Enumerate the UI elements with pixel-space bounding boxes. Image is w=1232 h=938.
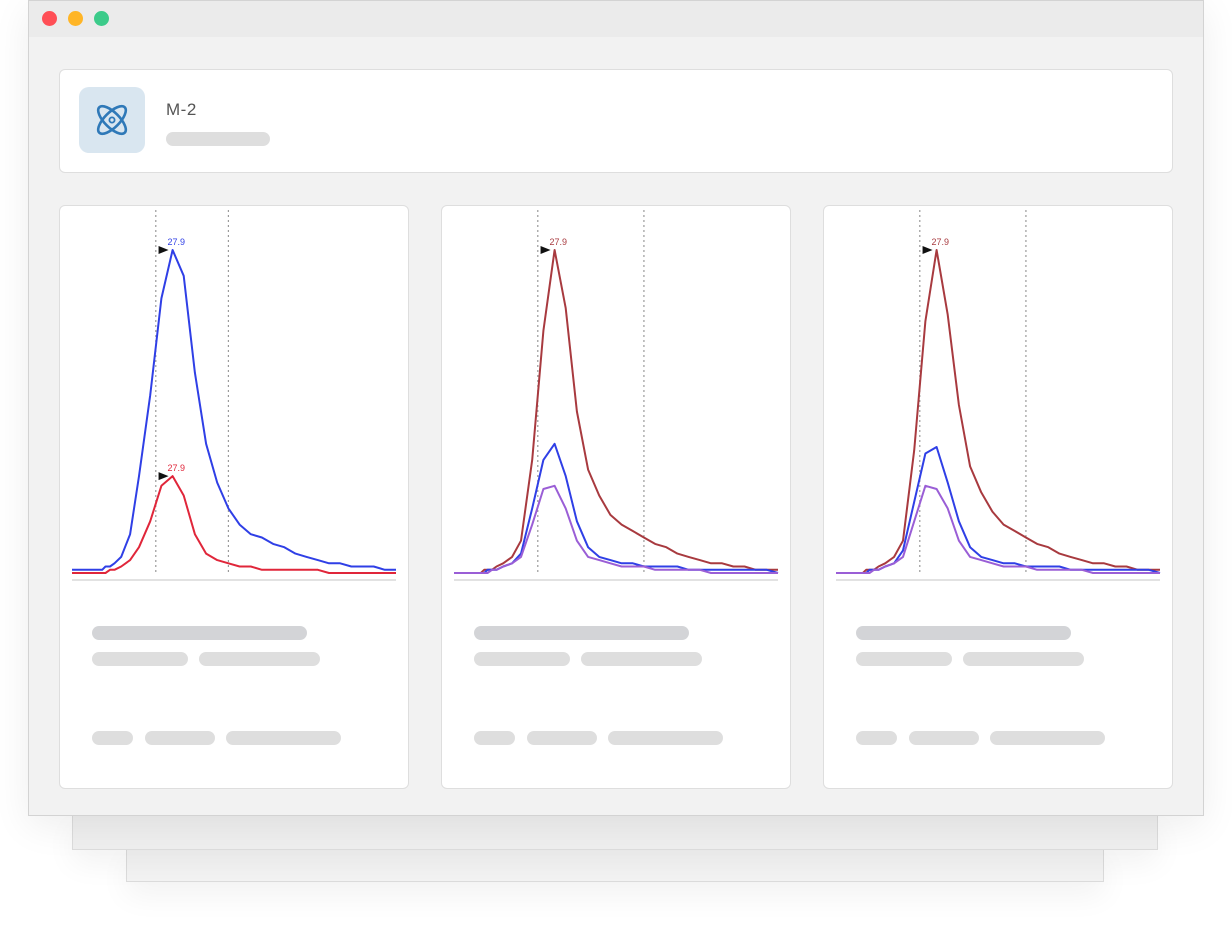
card-tag-placeholder-c bbox=[226, 731, 341, 745]
chromatogram-series-3 bbox=[454, 484, 778, 574]
peak-label-1: 27.9 bbox=[932, 237, 950, 247]
card-tag-placeholder-b bbox=[909, 731, 979, 745]
card-meta-placeholder-a bbox=[856, 652, 952, 666]
card-meta-placeholder-b bbox=[963, 652, 1084, 666]
card-tag-placeholder-a bbox=[474, 731, 515, 745]
chromatogram-series-3 bbox=[836, 484, 1160, 574]
chromatogram-series-1 bbox=[72, 249, 396, 571]
card-tag-placeholder-b bbox=[145, 731, 215, 745]
zoom-window-button[interactable] bbox=[94, 11, 109, 26]
card-tag-placeholder-c bbox=[608, 731, 723, 745]
peak-pointer-1 bbox=[540, 246, 551, 254]
experiment-header: M-2 bbox=[59, 69, 1173, 173]
chromatogram-series-2 bbox=[836, 446, 1161, 574]
subtitle-placeholder bbox=[166, 132, 270, 146]
chromatogram-chart-3: 27.9 bbox=[836, 210, 1161, 581]
minimize-window-button[interactable] bbox=[68, 11, 83, 26]
peak-pointer-1 bbox=[922, 246, 933, 254]
stacked-window-back bbox=[126, 846, 1104, 882]
peak-pointer-1 bbox=[158, 246, 169, 254]
chromatogram-chart-1: 27.9 27.9 bbox=[72, 210, 396, 581]
peak-label-2: 27.9 bbox=[168, 463, 186, 473]
card-meta-placeholder-a bbox=[474, 652, 570, 666]
peak-label-1: 27.9 bbox=[168, 237, 186, 247]
card-title-placeholder bbox=[92, 626, 307, 640]
result-card-1[interactable]: 27.9 27.9 bbox=[59, 205, 409, 789]
card-title-placeholder bbox=[474, 626, 689, 640]
card-meta-placeholder-a bbox=[92, 652, 188, 666]
experiment-title: M-2 bbox=[166, 100, 197, 119]
card-meta-placeholder-b bbox=[581, 652, 702, 666]
chromatogram-series-1 bbox=[836, 249, 1160, 574]
chromatogram-series-1 bbox=[454, 249, 778, 574]
stacked-window-middle bbox=[72, 814, 1158, 850]
chromatogram-chart-2: 27.9 bbox=[454, 210, 779, 581]
peak-label-1: 27.9 bbox=[550, 237, 568, 247]
card-tag-placeholder-a bbox=[92, 731, 133, 745]
card-tag-placeholder-a bbox=[856, 731, 897, 745]
chromatogram-series-2 bbox=[72, 475, 396, 574]
peak-pointer-2 bbox=[158, 472, 169, 481]
atom-icon bbox=[96, 104, 128, 136]
card-tag-placeholder-b bbox=[527, 731, 597, 745]
close-window-button[interactable] bbox=[42, 11, 57, 26]
result-card-3[interactable]: 27.9 bbox=[823, 205, 1173, 789]
atom-icon-tile bbox=[79, 87, 145, 153]
chromatogram-series-2 bbox=[454, 442, 779, 574]
app-window: M-2 27.9 27.9 27.9 27.9 bbox=[28, 0, 1204, 816]
title-bar bbox=[29, 1, 1203, 37]
card-meta-placeholder-b bbox=[199, 652, 320, 666]
card-title-placeholder bbox=[856, 626, 1071, 640]
card-tag-placeholder-c bbox=[990, 731, 1105, 745]
result-card-2[interactable]: 27.9 bbox=[441, 205, 791, 789]
